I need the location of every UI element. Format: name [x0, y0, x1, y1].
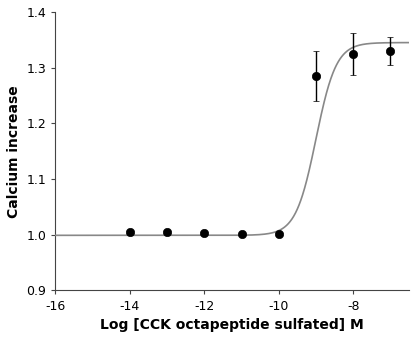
X-axis label: Log [CCK octapeptide sulfated] M: Log [CCK octapeptide sulfated] M [100, 318, 364, 332]
Y-axis label: Calcium increase: Calcium increase [7, 85, 21, 218]
